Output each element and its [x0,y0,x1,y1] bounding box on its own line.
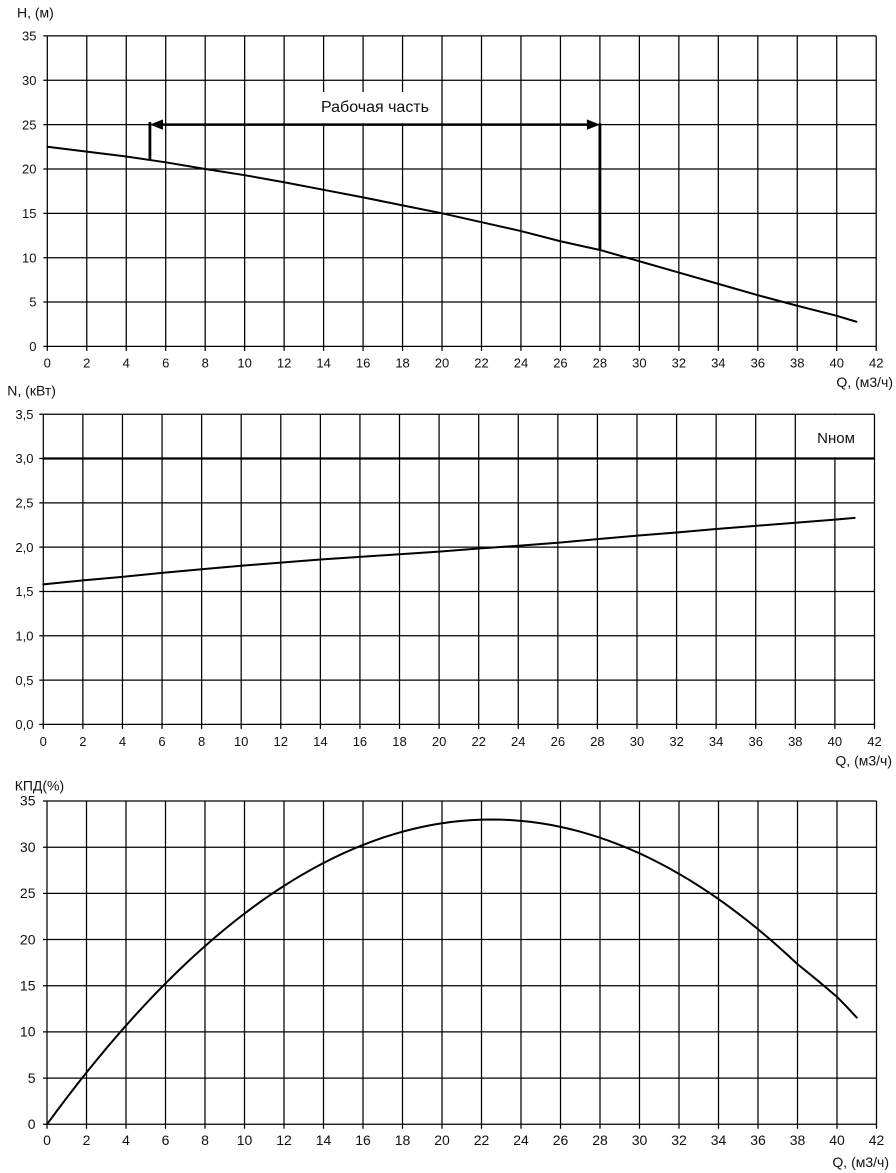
svg-text:2,5: 2,5 [15,496,33,511]
svg-text:16: 16 [356,356,370,371]
svg-text:КПД(%): КПД(%) [15,778,64,794]
svg-text:18: 18 [395,1132,411,1148]
svg-text:6: 6 [158,734,165,749]
svg-text:10: 10 [237,356,251,371]
svg-text:N, (кВт): N, (кВт) [7,383,56,399]
svg-text:12: 12 [277,356,291,371]
svg-text:Q, (м3/ч): Q, (м3/ч) [836,374,893,390]
svg-text:10: 10 [20,1024,36,1040]
svg-text:14: 14 [316,1132,332,1148]
svg-text:3,5: 3,5 [15,407,33,422]
svg-text:40: 40 [829,1132,845,1148]
svg-text:3,0: 3,0 [15,451,33,466]
svg-text:10: 10 [22,250,36,265]
svg-text:34: 34 [709,734,723,749]
svg-text:42: 42 [869,356,883,371]
svg-text:8: 8 [201,1132,209,1148]
svg-text:28: 28 [590,734,604,749]
svg-text:24: 24 [514,356,528,371]
svg-text:38: 38 [790,356,804,371]
svg-text:40: 40 [830,356,844,371]
svg-text:20: 20 [22,162,36,177]
svg-text:20: 20 [435,356,449,371]
svg-text:18: 18 [392,734,406,749]
svg-text:Q, (м3/ч): Q, (м3/ч) [832,1154,889,1170]
svg-text:36: 36 [749,734,763,749]
svg-text:4: 4 [122,1132,130,1148]
svg-text:4: 4 [123,356,130,371]
svg-text:26: 26 [551,734,565,749]
svg-text:36: 36 [751,356,765,371]
svg-text:0,5: 0,5 [15,673,33,688]
svg-text:8: 8 [202,356,209,371]
svg-text:32: 32 [672,356,686,371]
svg-text:15: 15 [22,206,36,221]
svg-text:22: 22 [471,734,485,749]
svg-text:10: 10 [237,1132,253,1148]
svg-text:2,0: 2,0 [15,540,33,555]
svg-text:40: 40 [828,734,842,749]
svg-text:22: 22 [474,1132,490,1148]
svg-text:0: 0 [44,356,51,371]
svg-text:35: 35 [22,29,36,44]
svg-text:12: 12 [276,1132,292,1148]
svg-text:30: 30 [630,734,644,749]
svg-text:24: 24 [513,1132,529,1148]
svg-text:14: 14 [316,356,330,371]
svg-text:0,0: 0,0 [15,717,33,732]
svg-text:0: 0 [43,1132,51,1148]
svg-text:30: 30 [632,356,646,371]
svg-text:22: 22 [474,356,488,371]
svg-text:20: 20 [432,734,446,749]
svg-text:30: 30 [20,839,36,855]
svg-text:5: 5 [29,295,36,310]
svg-text:20: 20 [20,931,36,947]
svg-text:Q, (м3/ч): Q, (м3/ч) [835,753,892,769]
svg-text:30: 30 [22,73,36,88]
svg-text:1,5: 1,5 [15,584,33,599]
svg-text:25: 25 [20,885,36,901]
svg-text:36: 36 [750,1132,766,1148]
svg-text:26: 26 [553,356,567,371]
svg-text:0: 0 [28,1116,36,1132]
svg-text:35: 35 [20,793,36,809]
svg-text:2: 2 [83,1132,91,1148]
svg-text:10: 10 [234,734,248,749]
svg-text:Рабочая часть: Рабочая часть [321,99,429,116]
svg-text:0: 0 [29,339,36,354]
svg-text:1,0: 1,0 [15,628,33,643]
svg-text:14: 14 [313,734,327,749]
svg-text:32: 32 [671,1132,687,1148]
svg-text:34: 34 [711,356,725,371]
svg-text:38: 38 [790,1132,806,1148]
svg-text:4: 4 [119,734,126,749]
svg-text:12: 12 [274,734,288,749]
svg-text:42: 42 [867,734,881,749]
svg-text:6: 6 [162,356,169,371]
svg-text:2: 2 [83,356,90,371]
svg-text:0: 0 [40,734,47,749]
svg-text:H, (м): H, (м) [17,5,54,21]
svg-text:2: 2 [79,734,86,749]
svg-text:28: 28 [593,356,607,371]
svg-text:15: 15 [20,977,36,993]
svg-text:20: 20 [434,1132,450,1148]
svg-text:16: 16 [355,1132,371,1148]
svg-text:34: 34 [711,1132,727,1148]
svg-text:32: 32 [669,734,683,749]
svg-text:38: 38 [788,734,802,749]
svg-text:18: 18 [395,356,409,371]
svg-text:42: 42 [869,1132,885,1148]
svg-text:6: 6 [162,1132,170,1148]
svg-text:5: 5 [28,1070,36,1086]
svg-text:30: 30 [632,1132,648,1148]
svg-text:26: 26 [553,1132,569,1148]
svg-text:8: 8 [198,734,205,749]
svg-text:24: 24 [511,734,525,749]
svg-text:16: 16 [353,734,367,749]
svg-text:28: 28 [592,1132,608,1148]
svg-text:Nном: Nном [817,430,855,447]
svg-text:25: 25 [22,117,36,132]
